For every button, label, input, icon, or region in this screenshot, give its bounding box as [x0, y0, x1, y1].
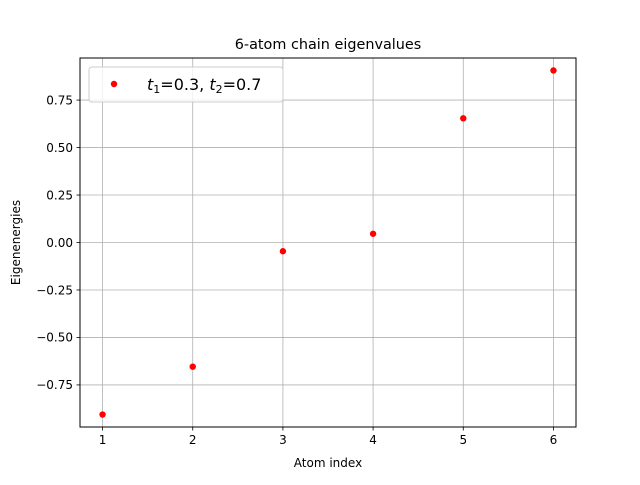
legend-t1-symbol: t: [147, 75, 154, 94]
chart-title: 6-atom chain eigenvalues: [235, 37, 422, 53]
y-tick-label: 0.25: [46, 188, 73, 202]
y-axis-label: Eigenenergies: [9, 200, 23, 285]
data-points: [99, 67, 557, 418]
x-axis-ticks: 1 2 3 4 5 6: [99, 427, 558, 447]
y-tick-label: 0.75: [46, 93, 73, 107]
x-tick-label: 5: [459, 433, 467, 447]
data-point: [99, 411, 106, 418]
legend-entry: t1=0.3, t2=0.7: [147, 75, 261, 96]
x-tick-label: 4: [369, 433, 377, 447]
legend-t2-symbol: t: [209, 75, 216, 94]
y-tick-label: −0.75: [36, 378, 73, 392]
legend-t1-subscript: 1: [153, 83, 160, 96]
data-point: [189, 363, 196, 370]
y-tick-label: 0.50: [46, 141, 73, 155]
data-point: [279, 248, 287, 255]
grid: [80, 58, 576, 427]
y-tick-label: −0.50: [36, 331, 73, 345]
legend-t2-value: =0.7: [223, 75, 262, 94]
y-tick-label: 0.00: [46, 236, 73, 250]
legend-marker: [110, 80, 118, 88]
x-tick-label: 1: [99, 433, 107, 447]
legend: t1=0.3, t2=0.7: [88, 66, 284, 103]
y-tick-label: −0.25: [36, 283, 73, 297]
x-tick-label: 2: [189, 433, 197, 447]
data-point: [550, 67, 557, 74]
legend-t2-subscript: 2: [216, 83, 223, 96]
legend-t1-value: =0.3,: [160, 75, 209, 94]
data-point: [460, 115, 467, 122]
x-axis-label: Atom index: [294, 456, 362, 470]
data-point: [369, 230, 377, 237]
y-axis-ticks: −0.75 −0.50 −0.25 0.00 0.25 0.50 0.75: [36, 93, 80, 392]
legend-box: [88, 66, 284, 103]
x-tick-label: 6: [550, 433, 558, 447]
x-tick-label: 3: [279, 433, 287, 447]
